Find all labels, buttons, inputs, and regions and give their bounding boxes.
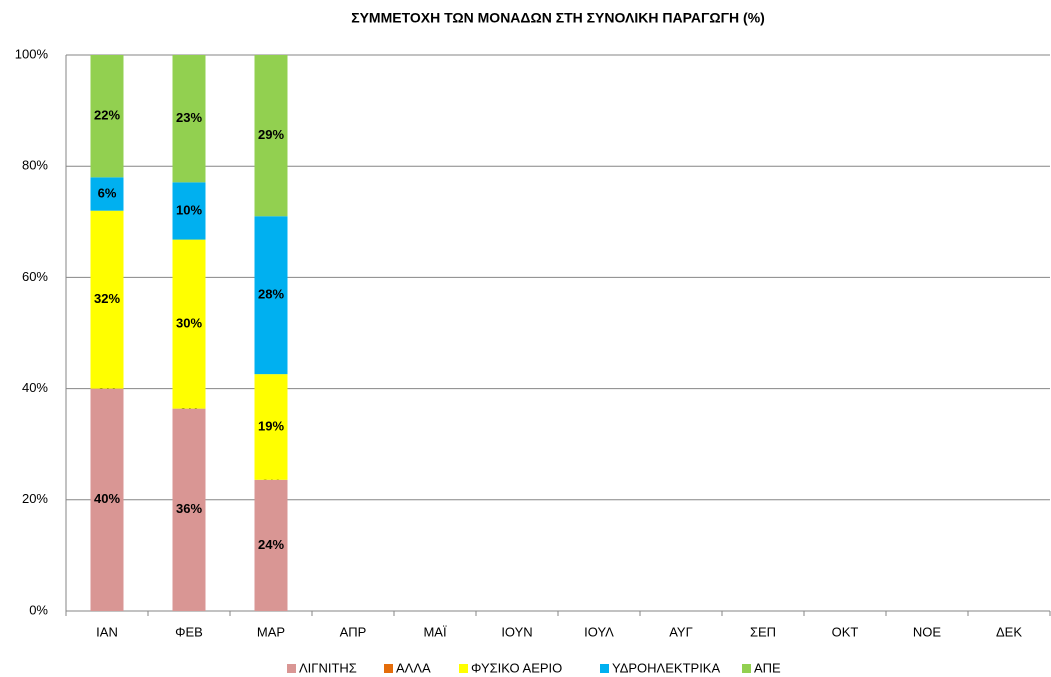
data-label: 23%	[176, 110, 202, 125]
x-tick-label: ΟΚΤ	[832, 624, 859, 639]
data-label: 36%	[176, 501, 202, 516]
x-tick-label: ΙΟΥΝ	[501, 624, 532, 639]
bar-segment	[254, 55, 288, 217]
bar-segment	[172, 408, 206, 611]
bar-segment	[90, 210, 124, 389]
legend-label: ΑΠΕ	[754, 660, 781, 675]
data-label: 10%	[176, 202, 202, 217]
legend-swatch	[459, 664, 468, 673]
x-tick-label: ΜΑΡ	[257, 624, 285, 639]
legend-label: ΛΙΓΝΙΤΗΣ	[299, 660, 357, 675]
data-label: 6%	[98, 185, 117, 200]
y-tick-label: 60%	[22, 269, 48, 284]
legend-label: ΥΔΡΟΗΛΕΚΤΡΙΚΑ	[612, 660, 720, 675]
y-tick-label: 80%	[22, 158, 48, 173]
legend-swatch	[287, 664, 296, 673]
x-tick-label: ΙΑΝ	[96, 624, 118, 639]
data-label: 22%	[94, 108, 120, 123]
legend-swatch	[742, 664, 751, 673]
bar-segment	[172, 182, 206, 240]
x-tick-label: ΣΕΠ	[750, 624, 776, 639]
bar-segment	[254, 216, 288, 375]
legend-swatch	[384, 664, 393, 673]
y-tick-label: 20%	[22, 491, 48, 506]
data-label: 32%	[94, 291, 120, 306]
y-tick-label: 40%	[22, 380, 48, 395]
data-label: 29%	[258, 127, 284, 142]
bar-segment	[90, 388, 124, 611]
bar-segment	[254, 479, 288, 611]
legend-label: ΦΥΣΙΚΟ ΑΕΡΙΟ	[471, 660, 562, 675]
bar-segment	[90, 177, 124, 211]
x-tick-label: ΦΕΒ	[175, 624, 203, 639]
x-tick-label: ΑΠΡ	[340, 624, 367, 639]
bar-segment	[172, 55, 206, 183]
bar-segment	[90, 55, 124, 178]
data-label: 24%	[258, 537, 284, 552]
y-tick-label: 100%	[15, 46, 49, 61]
bar-segment	[254, 374, 288, 480]
x-tick-label: ΑΥΓ	[669, 624, 693, 639]
x-tick-label: ΔΕΚ	[996, 624, 1022, 639]
data-label: 19%	[258, 418, 284, 433]
data-label: 30%	[176, 316, 202, 331]
legend-swatch	[600, 664, 609, 673]
x-tick-label: ΝΟΕ	[913, 624, 942, 639]
data-label: 28%	[258, 287, 284, 302]
x-tick-label: ΙΟΥΛ	[584, 624, 614, 639]
legend-label: ΑΛΛΑ	[396, 660, 431, 675]
y-tick-label: 0%	[29, 602, 48, 617]
chart-title: ΣΥΜΜΕΤΟΧΗ ΤΩΝ ΜΟΝΑΔΩΝ ΣΤΗ ΣΥΝΟΛΙΚΗ ΠΑΡΑΓ…	[351, 10, 765, 26]
x-tick-label: ΜΑΪ	[423, 624, 447, 639]
data-label: 40%	[94, 491, 120, 506]
bar-segment	[172, 239, 206, 409]
